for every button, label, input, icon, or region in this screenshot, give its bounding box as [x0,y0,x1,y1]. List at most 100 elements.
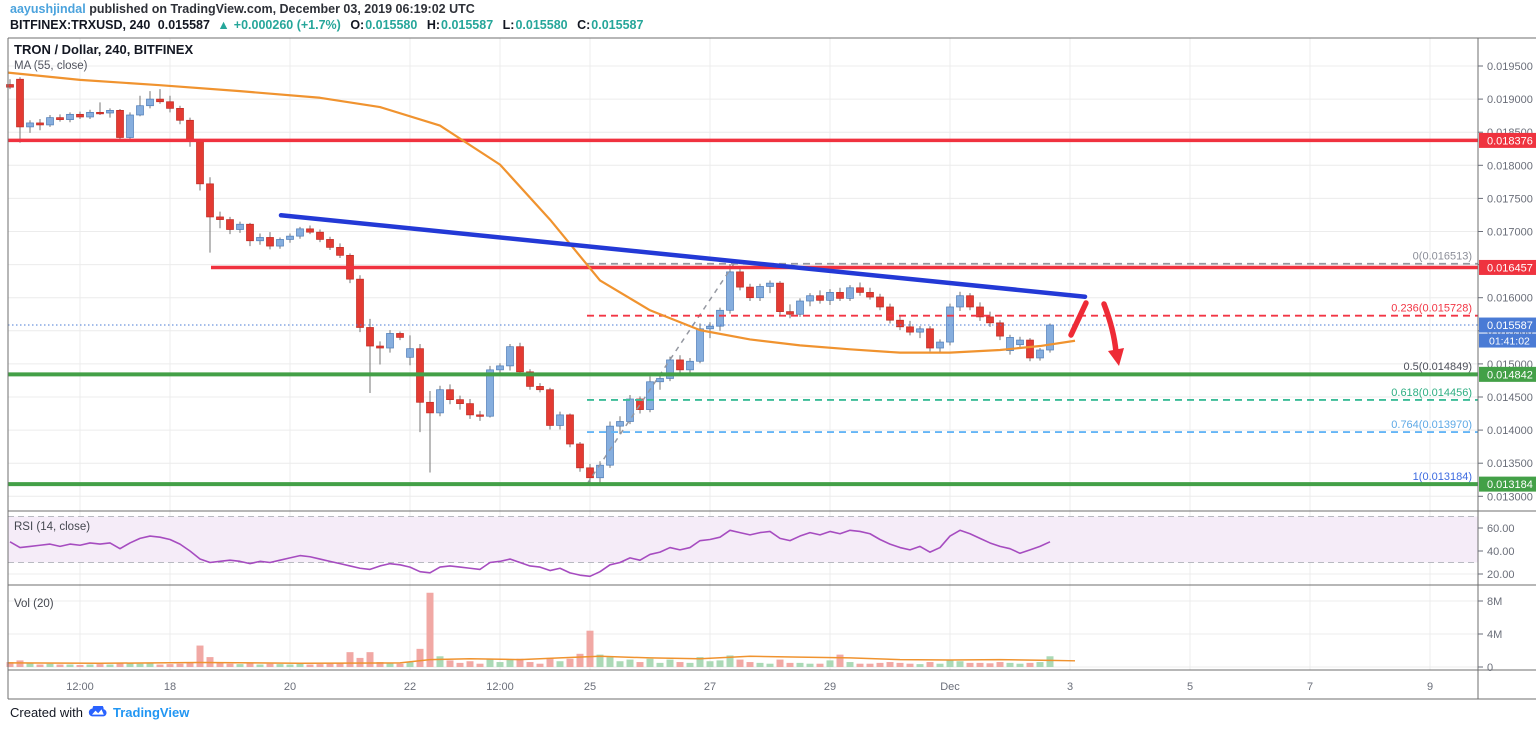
candle-body [656,378,664,383]
candle-body [26,122,34,128]
ma-legend[interactable]: MA (55, close) [14,60,88,72]
volume-bar [676,662,684,667]
candle-body [396,333,404,338]
volume-ma-line [7,655,1076,665]
trendline[interactable] [278,213,1088,299]
candle-body [586,467,594,479]
candle-body [56,117,64,120]
volume-bar [66,664,74,667]
vol-legend[interactable]: Vol (20) [14,598,54,610]
volume-bar [386,662,394,667]
rsi-axis-label: 60.00 [1487,523,1515,535]
volume-bar [226,663,234,667]
volume-bar [966,662,974,667]
candle-body [286,235,294,240]
rsi-legend[interactable]: RSI (14, close) [14,521,90,533]
candle-body [316,231,324,240]
candle-body [736,271,744,288]
candle-body [16,78,24,128]
volume-bar [546,657,554,667]
symbol-name[interactable]: BITFINEX:TRXUSD, 240 [10,18,151,32]
volume-bar [696,657,704,667]
volume-bar [616,661,624,667]
rsi-band-fill [8,516,1478,563]
price-axis-label: 0.018000 [1487,160,1533,172]
volume-bar [126,662,134,667]
candle-body [576,443,584,469]
volume-bar [826,660,834,667]
price-axis-label: 0.019500 [1487,61,1533,73]
volume-pane [6,592,1076,667]
candle-body [966,295,974,308]
grid-lines [8,38,1478,670]
volume-bar [746,662,754,667]
countdown-label: 01:41:02 [1489,336,1530,348]
price-axis-label: 0.016000 [1487,293,1533,305]
candles [6,77,1054,486]
volume-bar [716,660,724,667]
price-badge [1479,132,1536,148]
volume-bar [86,664,94,667]
candle-body [186,119,194,142]
volume-bar [586,630,594,667]
candle-body [166,101,174,109]
volume-bar [646,658,654,667]
volume-bar [186,662,194,667]
candle-body [606,425,614,466]
price-change: +0.000260 (+1.7%) [233,18,341,32]
price-badge-label: 0.015587 [1487,320,1533,332]
candle-body [406,348,414,358]
volume-bar [496,662,504,667]
volume-bar [806,663,814,667]
pane-frame [7,37,1536,700]
candle-body [896,319,904,328]
publish-line: aayushjindal published on TradingView.co… [10,2,475,16]
chart-legend-title[interactable]: TRON / Dollar, 240, BITFINEX [14,42,193,57]
volume-bar [976,662,984,667]
volume-bar [666,659,674,667]
author-link[interactable]: aayushjindal [10,2,86,16]
vol-axis-label: 8M [1487,596,1502,608]
volume-bar [1046,656,1054,667]
fib-level-label: 0.236(0.015728) [1391,303,1472,315]
fib-level-label: 0.618(0.014456) [1391,387,1472,399]
volume-bar [326,663,334,667]
arrow-head [1108,348,1124,366]
volume-bar [336,663,344,667]
price-axis-label: 0.017000 [1487,227,1533,239]
time-axis-label: 18 [164,681,176,693]
volume-bar [216,662,224,667]
volume-bar [526,662,534,667]
candle-body [356,278,364,328]
tradingview-link[interactable]: TradingView [112,705,190,720]
candle-body [266,237,274,247]
candle-body [276,239,284,247]
volume-bar [396,663,404,667]
price-badge-label: 0.018376 [1487,135,1533,147]
volume-bar [926,662,934,667]
support-resistance-lines[interactable] [8,138,1478,487]
attribution: Created with TradingView [10,705,189,720]
price-badge-label: 0.014842 [1487,369,1533,381]
price-axis-label: 0.014000 [1487,425,1533,437]
low-label: L: [502,18,515,32]
volume-bar [276,664,284,667]
volume-bar [736,659,744,667]
candle-body [686,360,694,371]
candle-body [376,345,384,349]
candle-body [906,326,914,333]
time-axis-label: 20 [284,681,296,693]
fib-retracement[interactable]: 0(0.016513) 0.236(0.015728) 0.5(0.014849) 0… [586,251,1478,486]
volume-bar [166,664,174,667]
candle-body [636,398,644,410]
fib-level-label: 1(0.013184) [1413,471,1472,483]
volume-bar [96,664,104,667]
time-axis-label: 22 [404,681,416,693]
volume-bar [986,663,994,667]
axes[interactable]: 0.0130000.0135000.0140000.0145000.015000… [66,61,1533,693]
fib-level-label: 0(0.016513) [1413,251,1472,263]
volume-bar [176,663,184,667]
volume-bar [856,663,864,667]
volume-bar [596,654,604,667]
